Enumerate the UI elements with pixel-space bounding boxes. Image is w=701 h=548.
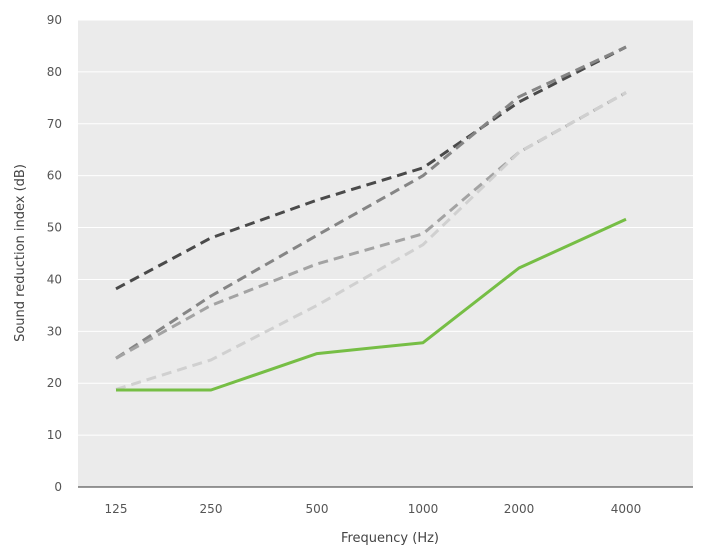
y-tick-label: 10: [47, 428, 62, 442]
y-tick-label: 70: [47, 117, 62, 131]
series-line-2: [115, 45, 627, 360]
grid-lines: [78, 19, 693, 436]
x-tick-label: 125: [105, 502, 128, 516]
series-line-4: [115, 91, 627, 391]
y-tick-label: 40: [47, 272, 62, 286]
plot-area: [78, 20, 693, 487]
x-tick-label: 1000: [408, 502, 439, 516]
x-axis-ticks: 125 250 500 1000 2000 4000: [105, 502, 642, 516]
series-lines: [115, 45, 627, 392]
y-axis-ticks: 0 10 20 30 40 50 60 70 80 90: [47, 13, 62, 494]
series-line-3: [115, 91, 627, 360]
y-axis-label: Sound reduction index (dB): [13, 164, 28, 342]
y-tick-label: 60: [47, 169, 62, 183]
x-axis-label: Frequency (Hz): [341, 531, 439, 546]
y-tick-label: 90: [47, 13, 62, 27]
series-line-1: [115, 45, 627, 291]
y-tick-label: 50: [47, 221, 62, 235]
x-tick-label: 2000: [504, 502, 535, 516]
x-tick-label: 250: [200, 502, 223, 516]
y-tick-label: 20: [47, 376, 62, 390]
y-tick-label: 30: [47, 324, 62, 338]
y-tick-label: 80: [47, 65, 62, 79]
series-line-5: [116, 217, 627, 392]
y-tick-label: 0: [54, 480, 62, 494]
x-tick-label: 4000: [611, 502, 642, 516]
x-tick-label: 500: [306, 502, 329, 516]
